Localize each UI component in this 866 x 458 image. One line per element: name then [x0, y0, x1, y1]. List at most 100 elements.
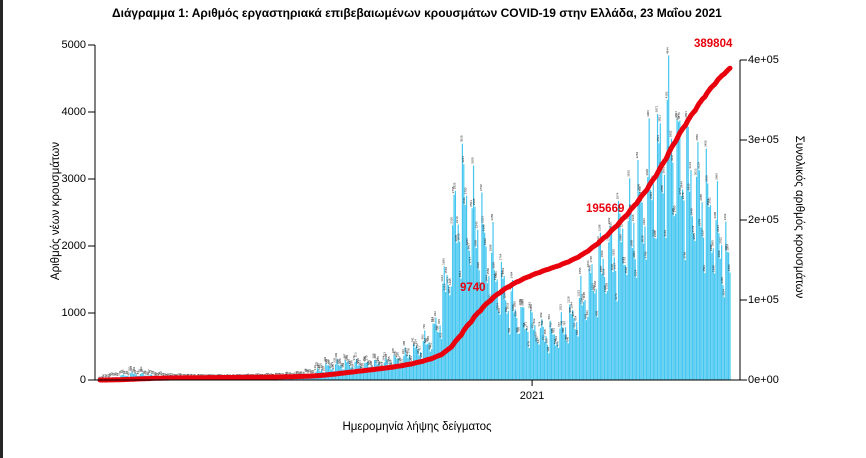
bar-value-label: 1511 [500, 271, 504, 278]
bar-value-label: 774 [537, 321, 541, 326]
bar-value-label: 1968 [629, 240, 633, 247]
bar-value-label: 771 [524, 321, 528, 326]
bar-value-label: 2179 [691, 225, 695, 232]
bar-value-label: 2293 [642, 218, 646, 225]
bar-value-label: 378 [406, 348, 410, 353]
daily-bar [606, 291, 608, 380]
bar-value-label: 38 [274, 372, 278, 376]
bar-value-label: 3891 [684, 111, 688, 118]
y-left-tick-2: 2000 [61, 240, 86, 252]
bar-value-label: 1161 [487, 294, 491, 301]
daily-bar [588, 268, 590, 380]
daily-bar [602, 258, 604, 380]
daily-bar [449, 295, 451, 380]
y-left-tick-3: 3000 [61, 173, 86, 185]
daily-bar [581, 305, 583, 380]
daily-bar [595, 288, 597, 380]
daily-bar [637, 159, 639, 380]
daily-bar [465, 195, 468, 380]
daily-bar [584, 299, 586, 380]
bar-value-label: 2045 [454, 234, 458, 241]
bar-value-label: 261 [409, 356, 413, 361]
bar-value-label: 1603 [727, 264, 731, 271]
bar-value-label: 541 [411, 337, 415, 342]
bar-value-label: 763 [549, 322, 553, 327]
daily-bar [442, 283, 444, 380]
bar-value-label: 792 [540, 320, 544, 325]
daily-bar [537, 342, 539, 380]
bar-value-label: 1968 [473, 240, 477, 247]
bar-value-label: 256 [376, 356, 380, 361]
daily-bar [435, 317, 437, 380]
bar-value-label: 2108 [653, 230, 657, 237]
daily-bar [577, 336, 579, 380]
bar-value-label: 2750 [464, 187, 468, 194]
bar-value-label: 1223 [577, 290, 581, 297]
window-edge [0, 0, 3, 458]
bar-value-label: 648 [575, 330, 579, 335]
bar-value-label: 130 [370, 364, 374, 369]
bar-value-label: 1993 [483, 238, 487, 245]
y-right-tick-4: 4e+05 [748, 54, 779, 66]
daily-bar [542, 326, 544, 380]
bar-value-label: 1587 [599, 265, 603, 272]
bar-value-label: 2279 [698, 219, 702, 226]
daily-bar [485, 246, 487, 380]
daily-bar [389, 362, 391, 380]
daily-bar [474, 206, 476, 380]
daily-bar [503, 275, 505, 380]
daily-bar [447, 285, 450, 380]
bar-value-label: 31 [168, 373, 172, 377]
bar-value-label: 555 [535, 336, 539, 341]
daily-bar [461, 143, 463, 380]
daily-bar [396, 359, 398, 380]
daily-bar [661, 170, 663, 380]
daily-bar [715, 220, 717, 380]
y-right-tick-2: 2e+05 [748, 214, 779, 226]
daily-bar [531, 312, 533, 380]
bar-value-label: 1494 [510, 271, 514, 278]
y-left-tick-0: 0 [79, 374, 86, 386]
daily-bar [460, 278, 462, 380]
daily-bar [488, 276, 490, 380]
bar-value-label: 38 [275, 372, 279, 376]
daily-bar [527, 331, 529, 380]
daily-bar [616, 301, 618, 380]
bar-value-label: 2585 [472, 198, 476, 205]
bar-value-label: 19 [172, 374, 176, 378]
daily-bar [686, 119, 688, 381]
bar-value-label: 1638 [476, 262, 480, 269]
bar-value-label: 98 [303, 368, 307, 372]
daily-bar [605, 293, 607, 380]
daily-bar [670, 138, 673, 380]
daily-bar [648, 118, 650, 381]
daily-bar [695, 176, 698, 380]
bar-value-label: 135 [331, 364, 335, 369]
daily-bar [576, 322, 578, 380]
daily-bar [683, 200, 685, 380]
bar-value-label: 12 [101, 374, 105, 378]
daily-bar [626, 275, 628, 380]
daily-bar [130, 373, 132, 380]
bar-value-label: 64 [122, 371, 126, 375]
bar-value-label: 3061 [662, 166, 666, 173]
bar-value-label: 3133 [688, 162, 692, 169]
bar-value-label: 2012 [719, 237, 723, 244]
axes [88, 44, 747, 386]
bar-value-label: 198 [349, 360, 353, 365]
bar-value-label: 252 [362, 356, 366, 361]
bar-value-label: 2766 [638, 186, 642, 193]
bar-value-label: 2747 [678, 187, 682, 194]
bar-value-label: 3533 [656, 135, 660, 142]
bar-value-label: 263 [363, 356, 367, 361]
bar-value-label: 1556 [578, 267, 582, 274]
bar-value-label: 1511 [458, 271, 462, 278]
bar-value-label: 527 [536, 338, 540, 343]
bar-value-label: 2198 [597, 224, 601, 231]
bar-value-label: 93 [308, 369, 312, 373]
daily-bar [432, 323, 434, 380]
daily-bar [702, 237, 705, 380]
bar-value-label: 2056 [618, 234, 622, 241]
bar-value-label: 1024 [496, 303, 500, 310]
